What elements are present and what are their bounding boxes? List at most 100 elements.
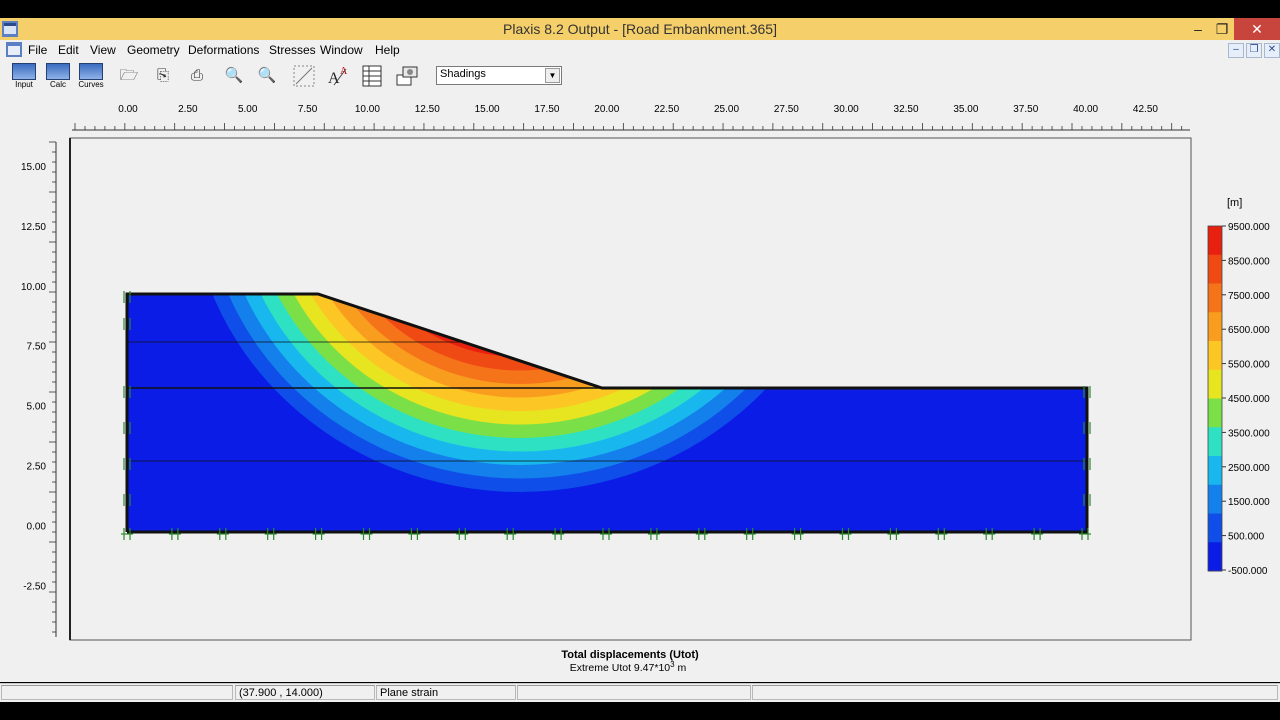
y-tick-label: 5.00 [27,402,47,413]
boundary-fixities [121,291,1091,540]
svg-text:A: A [328,70,340,87]
y-tick-label: 15.00 [21,162,46,173]
y-tick-label: 0.00 [27,521,47,532]
caption-title: Total displacements (Utot) [561,649,699,661]
close-button[interactable]: ✕ [1234,18,1280,40]
mdi-close-button[interactable]: ✕ [1264,43,1280,58]
y-tick-label: 7.50 [27,342,47,353]
menu-stresses[interactable]: Stresses [269,43,316,57]
legend-label: 2500.000 [1228,463,1270,474]
y-tick-label: 12.50 [21,222,46,233]
input-program-icon [12,63,36,80]
menu-bar: File Edit View Geometry Deformations Str… [0,40,1280,60]
output-workspace: 0.00 2.50 5.00 7.50 10.00 12.50 15.00 17.50 20.0… [0,92,1280,682]
x-tick-label: 15.00 [475,104,500,115]
legend-label: 3500.000 [1228,428,1270,439]
open-icon[interactable]: 🗁 [119,67,139,84]
x-tick-label: 2.50 [178,104,198,115]
x-tick-label: 42.50 [1133,104,1158,115]
menu-view[interactable]: View [90,43,116,57]
legend-label: -500.000 [1228,566,1268,577]
table-icon[interactable] [362,65,382,87]
y-ruler: 15.00 12.50 10.00 7.50 5.00 2.50 0.00 -2.50 [21,141,57,637]
menu-file[interactable]: File [28,43,48,57]
caption-extreme: Extreme Utot 9.47*103 m [570,660,687,674]
toolbar: Input Calc Curves 🗁 ⎘ ⎙ 🔍 🔍 AA [0,60,1280,92]
title-bar: Plaxis 8.2 Output - [Road Embankment.365… [0,18,1280,40]
legend-color-swatch [1208,456,1222,486]
zoom-in-icon[interactable]: 🔍 [224,67,244,84]
status-analysis-type: Plane strain [376,685,516,700]
display-mode-select[interactable]: Shadings ▼ [436,66,562,85]
x-tick-label: 30.00 [834,104,859,115]
legend-color-swatch [1208,283,1222,313]
menu-geometry[interactable]: Geometry [127,43,180,57]
menu-window[interactable]: Window [320,43,363,57]
legend-color-swatch [1208,398,1222,428]
x-tick-label: 12.50 [415,104,440,115]
legend-label: 6500.000 [1228,325,1270,336]
legend-color-swatch [1208,226,1222,256]
x-tick-label: 5.00 [238,104,258,115]
legend-label: 5500.000 [1228,360,1270,371]
menu-help[interactable]: Help [375,43,400,57]
text-annotate-icon[interactable]: AA [326,63,352,89]
maximize-button[interactable]: ❐ [1215,21,1229,37]
y-tick-label: -2.50 [23,581,46,592]
status-extra [517,685,751,700]
legend-unit: [m] [1227,197,1242,209]
calc-program-icon [46,63,70,80]
legend-label: 1500.000 [1228,497,1270,508]
plaxis-app-icon[interactable] [2,21,18,37]
document-icon[interactable] [6,42,22,57]
legend-color-swatch [1208,254,1222,284]
legend-panel [1192,138,1278,640]
calc-button[interactable]: Calc [43,62,73,90]
x-tick-label: 20.00 [594,104,619,115]
status-bar: (37.900 , 14.000) Plane strain [0,683,1280,702]
status-coordinates: (37.900 , 14.000) [235,685,375,700]
minimize-button[interactable]: – [1194,21,1202,37]
export-icon[interactable]: ⎘ [156,67,169,84]
legend-label: 8500.000 [1228,256,1270,267]
x-tick-label: 35.00 [953,104,978,115]
zoom-out-icon[interactable]: 🔍 [257,67,277,84]
legend-color-swatch [1208,312,1222,342]
status-message [1,685,233,700]
select-rect-icon[interactable] [292,64,316,88]
x-tick-label: 27.50 [774,104,799,115]
menu-deformations[interactable]: Deformations [188,43,260,57]
x-tick-label: 32.50 [894,104,919,115]
plot-canvas[interactable]: 0.00 2.50 5.00 7.50 10.00 12.50 15.00 17.50 20.0… [0,92,1280,682]
view-icon[interactable] [395,63,421,89]
legend-label: 4500.000 [1228,394,1270,405]
x-tick-label: 40.00 [1073,104,1098,115]
x-tick-label: 25.00 [714,104,739,115]
display-mode-value: Shadings [440,68,486,80]
x-tick-label: 10.00 [355,104,380,115]
x-tick-label: 7.50 [298,104,318,115]
legend-color-swatch [1208,513,1222,543]
status-extra-2 [752,685,1278,700]
legend: [m] 9500.000 8500.000 7500.000 6500.000 5500… [1207,197,1270,577]
legend-color-swatch [1208,542,1222,572]
mdi-minimize-button[interactable]: – [1228,43,1244,58]
x-tick-label: 22.50 [654,104,679,115]
x-ruler: 0.00 2.50 5.00 7.50 10.00 12.50 15.00 17.50 20.0… [72,104,1190,131]
x-tick-label: 0.00 [118,104,138,115]
x-tick-label: 37.50 [1013,104,1038,115]
x-tick-label: 17.50 [534,104,559,115]
input-button[interactable]: Input [9,62,39,90]
chevron-down-icon[interactable]: ▼ [545,68,560,83]
curves-program-icon [79,63,103,80]
legend-color-bar [1207,225,1223,572]
legend-color-swatch [1208,341,1222,371]
menu-edit[interactable]: Edit [58,43,79,57]
mdi-restore-button[interactable]: ❐ [1246,43,1262,58]
y-tick-label: 10.00 [21,282,46,293]
y-tick-label: 2.50 [27,462,47,473]
legend-color-swatch [1208,369,1222,399]
print-icon[interactable]: ⎙ [190,67,203,84]
legend-label: 9500.000 [1228,222,1270,233]
curves-button[interactable]: Curves [76,62,106,90]
